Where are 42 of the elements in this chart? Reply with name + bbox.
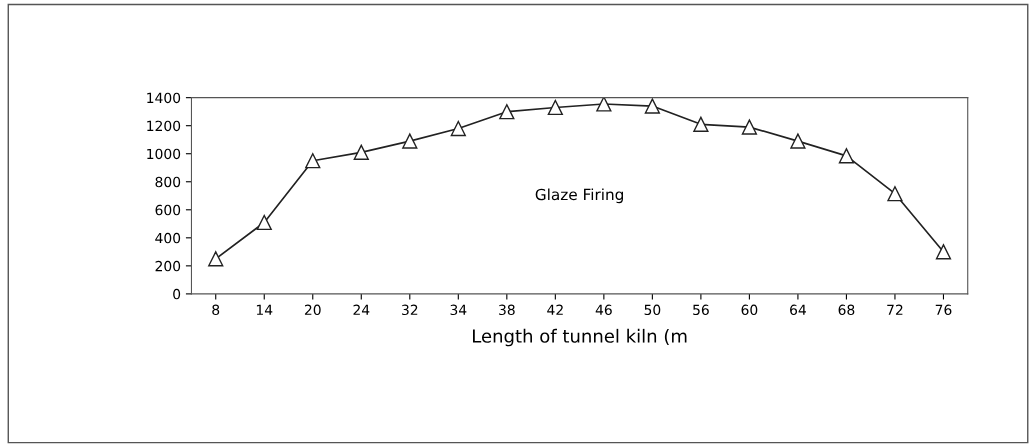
y-tick-label: 800 bbox=[155, 176, 181, 188]
y-tick-label: 400 bbox=[155, 232, 181, 244]
x-tick-label: 76 bbox=[935, 304, 952, 316]
point bbox=[353, 144, 369, 160]
point bbox=[402, 133, 418, 149]
point bbox=[450, 120, 466, 137]
x-axis-title: Length of tunnel kiln (m bbox=[473, 328, 687, 347]
y-tick-label: 200 bbox=[155, 260, 181, 272]
x-tick-label: 20 bbox=[304, 304, 321, 316]
point bbox=[741, 119, 758, 135]
y-tick-label: 1200 bbox=[147, 120, 181, 132]
y-tick-label: 1000 bbox=[147, 148, 181, 160]
annotation: Glaze Firing bbox=[535, 188, 623, 204]
x-tick-label: 68 bbox=[838, 304, 855, 316]
point bbox=[305, 153, 321, 169]
x-tick-label: 56 bbox=[693, 304, 709, 316]
x-tick-label: 24 bbox=[353, 304, 370, 315]
point bbox=[547, 99, 563, 116]
point bbox=[693, 116, 709, 132]
x-tick-label: 46 bbox=[595, 304, 612, 316]
x-tick-label: 14 bbox=[256, 304, 273, 315]
x-tick-label: 34 bbox=[450, 304, 467, 316]
y-tick-label: 0 bbox=[173, 288, 181, 300]
y-tick-label: 600 bbox=[155, 204, 181, 216]
x-tick-label: 60 bbox=[741, 304, 758, 316]
point bbox=[838, 148, 855, 164]
x-tick-label: 50 bbox=[644, 304, 661, 316]
point bbox=[208, 251, 224, 267]
point bbox=[887, 186, 903, 202]
x-tick-label: 72 bbox=[887, 304, 903, 315]
point bbox=[790, 133, 806, 149]
x-tick-label: 32 bbox=[402, 304, 418, 316]
x-tick-label: 38 bbox=[499, 304, 515, 316]
y-tick-label: 1400 bbox=[147, 92, 181, 104]
point bbox=[596, 97, 612, 112]
point bbox=[644, 98, 661, 114]
point bbox=[499, 104, 515, 120]
x-tick-label: 42 bbox=[547, 304, 563, 315]
point bbox=[256, 214, 272, 231]
x-tick-label: 64 bbox=[790, 304, 806, 316]
x-tick-label: 8 bbox=[212, 304, 220, 316]
point bbox=[935, 244, 952, 260]
